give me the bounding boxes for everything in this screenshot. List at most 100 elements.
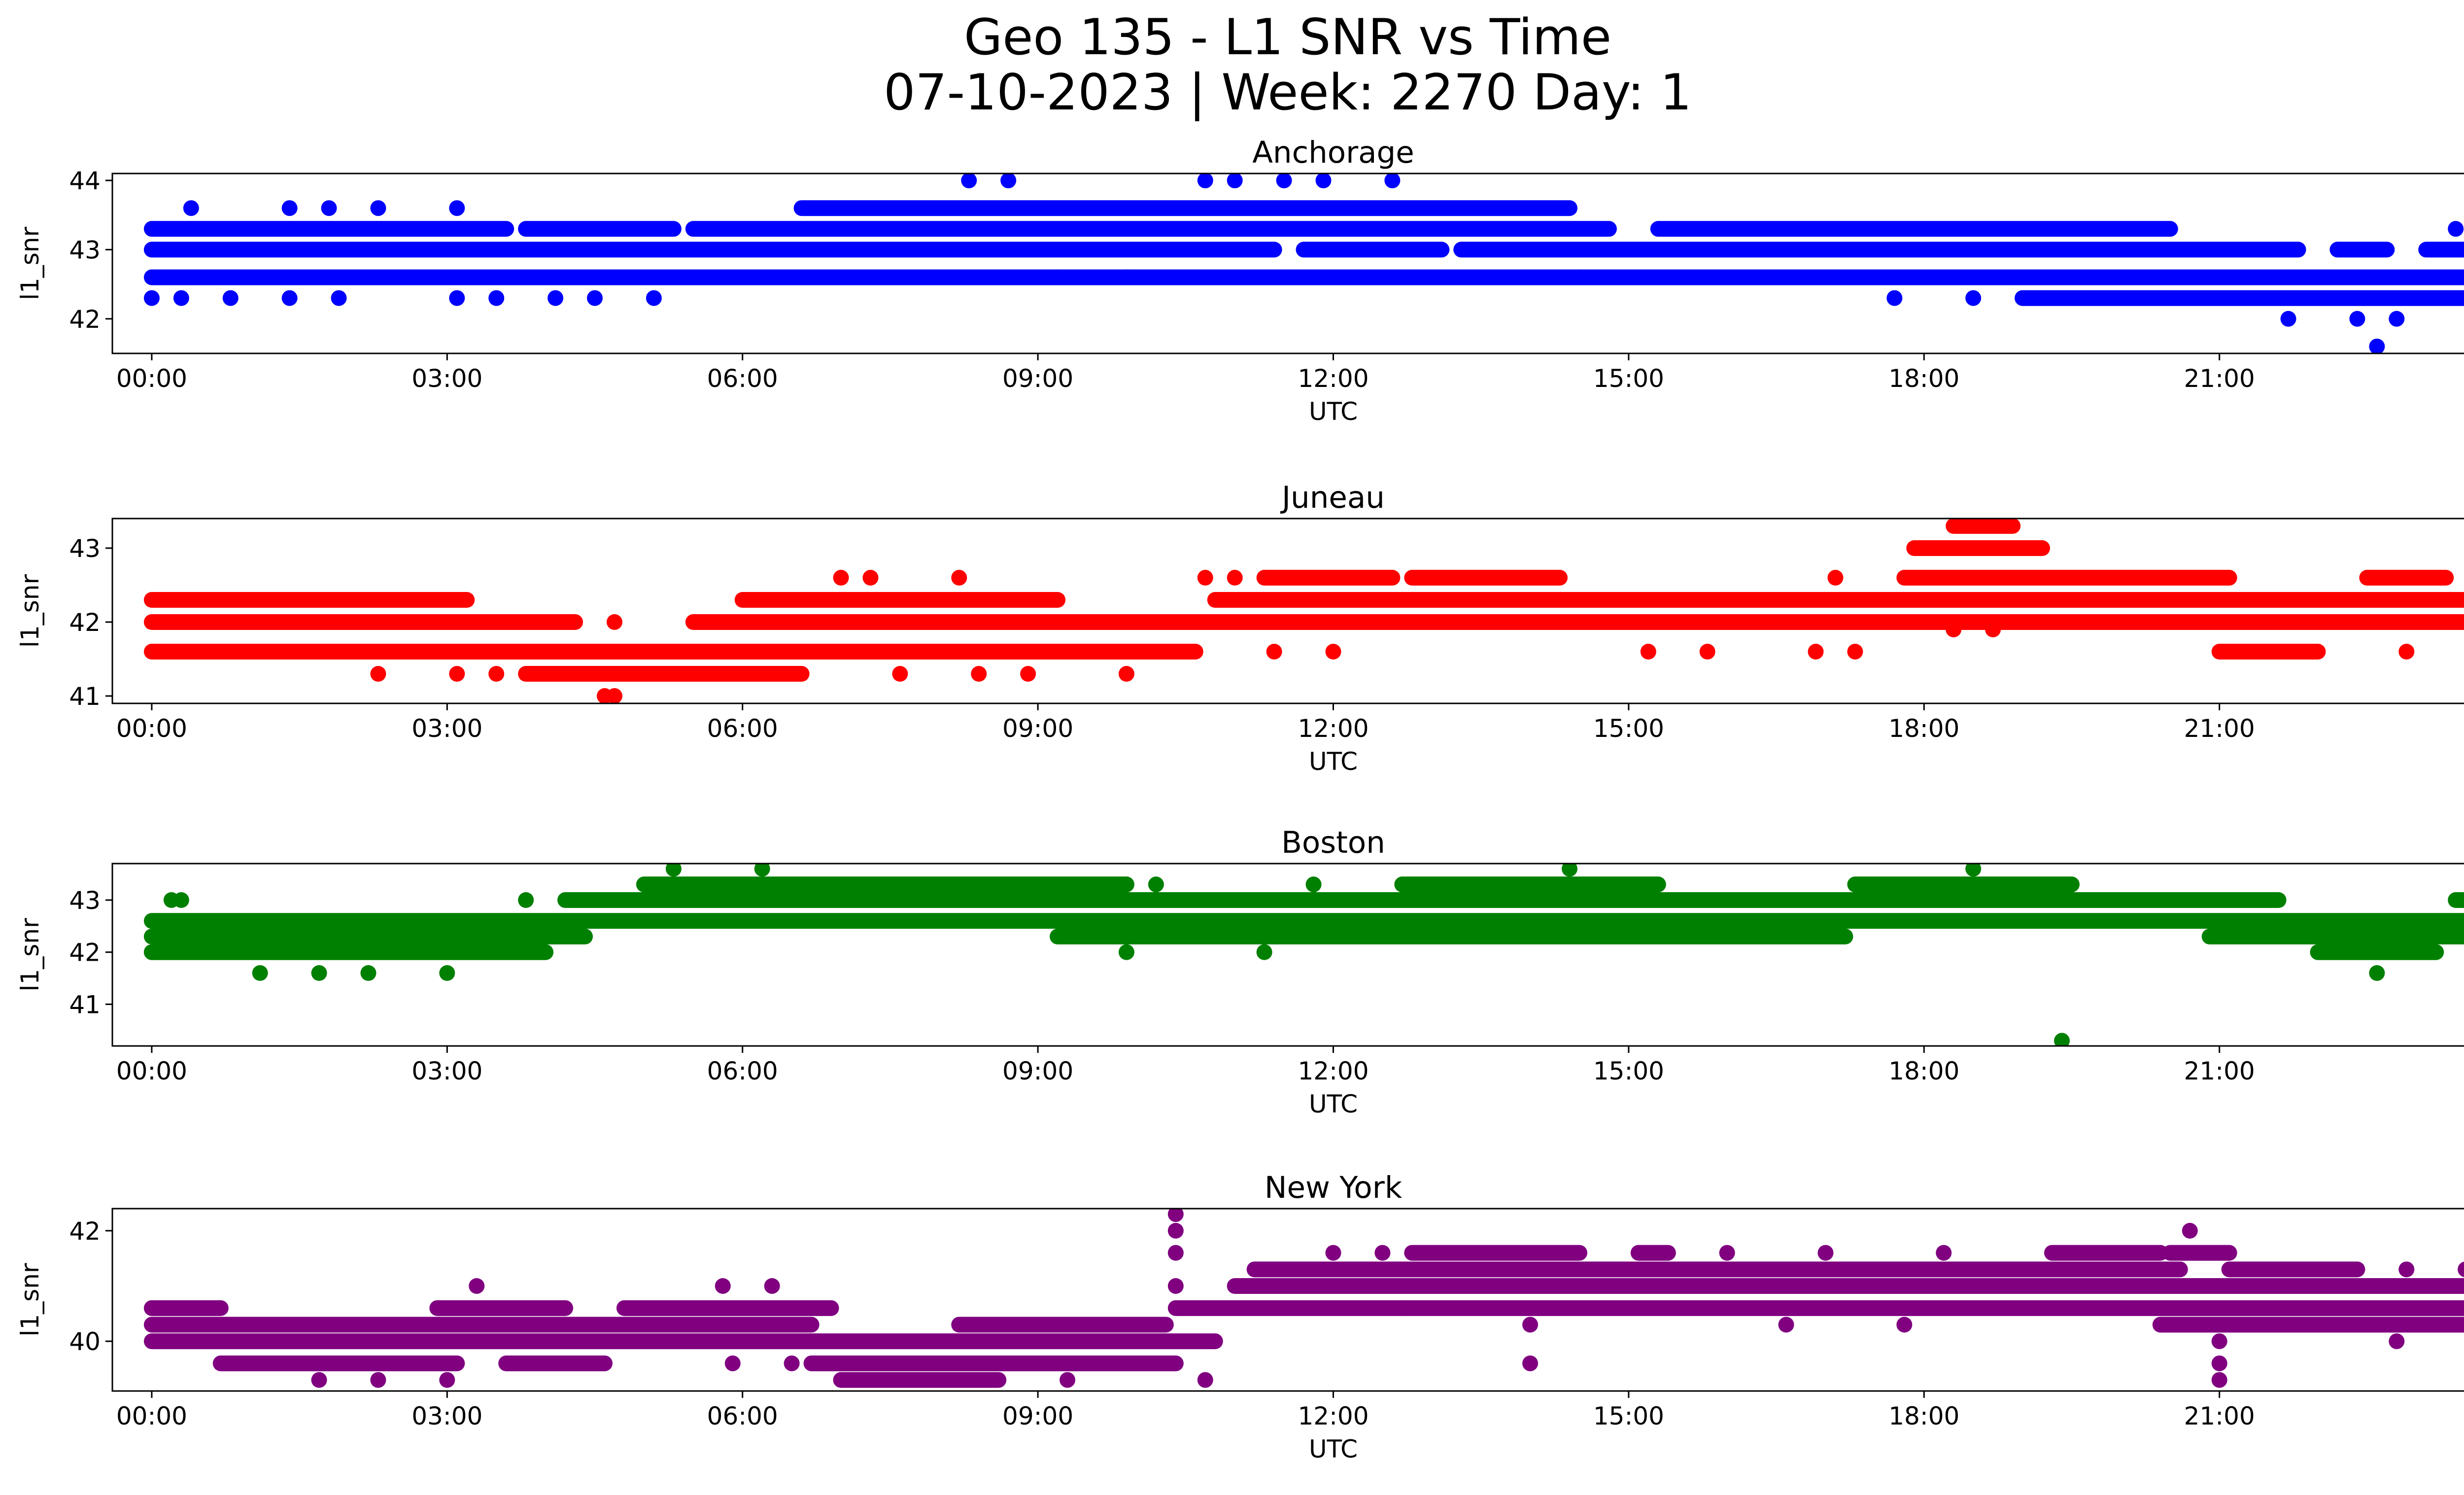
- data-point-9: [1522, 1317, 1539, 1333]
- figure-title-line2: 07-10-2023 | Week: 2270 Day: 1: [884, 63, 1692, 122]
- data-point-3: [281, 290, 298, 306]
- data-point-18: [764, 1278, 780, 1294]
- data-point-8: [665, 864, 682, 877]
- x-tick-label: 06:00: [707, 364, 778, 393]
- data-point-15: [2369, 965, 2385, 981]
- y-axis-label: l1_snr: [16, 918, 44, 991]
- data-point-8: [1197, 1372, 1213, 1388]
- series-markers: [143, 1209, 2464, 1388]
- data-point-10: [1886, 290, 1903, 306]
- data-point-17: [961, 174, 977, 189]
- data-point-6: [439, 965, 455, 981]
- data-point-16: [1325, 644, 1341, 660]
- figure-title-line1: Geo 135 - L1 SNR vs Time: [964, 8, 1611, 66]
- data-point-17: [715, 1278, 731, 1294]
- x-tick-label: 09:00: [1002, 714, 1073, 743]
- data-point-4: [1167, 1209, 1184, 1222]
- data-point-4: [311, 965, 327, 981]
- data-point-32: [2448, 221, 2464, 237]
- data-point-10: [1522, 1355, 1539, 1371]
- data-point-13: [281, 200, 298, 216]
- data-point-28: [784, 1355, 800, 1371]
- panel-new-york: New York 00:00 03:00 06:00 09:00 12:00 15:00 18…: [16, 1170, 2464, 1463]
- x-tick-label: 12:00: [1298, 714, 1369, 743]
- data-point-7: [548, 290, 564, 306]
- data-point-14: [1827, 570, 1844, 586]
- data-point-27: [724, 1355, 741, 1371]
- data-point-22: [2398, 644, 2415, 660]
- y-tick-label: 44: [69, 167, 101, 195]
- data-point-26: [1571, 269, 1587, 285]
- x-tick-label: 15:00: [1593, 1402, 1664, 1430]
- data-point-5: [360, 965, 376, 981]
- data-point-15: [370, 200, 386, 216]
- y-tick-label: 42: [69, 305, 101, 334]
- data-point-27: [2280, 311, 2296, 327]
- x-tick-label: 06:00: [707, 714, 778, 743]
- x-tick-label: 06:00: [707, 1402, 778, 1430]
- x-tick-label: 00:00: [116, 1402, 187, 1430]
- data-point-15: [2389, 1333, 2405, 1350]
- data-point-0: [143, 290, 160, 306]
- data-point-5: [1167, 1222, 1184, 1239]
- panel-juneau: Juneau 00:00 03:00 06:00 09:00 12:00 15:00 18:0…: [16, 480, 2464, 776]
- y-tick-label: 43: [69, 534, 101, 563]
- data-point-8: [606, 688, 622, 703]
- data-point-24: [1050, 269, 1066, 285]
- data-point-19: [1808, 644, 1824, 660]
- data-point-23: [606, 614, 622, 630]
- x-tick-label: 18:00: [1888, 1402, 1959, 1430]
- data-point-19: [1197, 174, 1213, 189]
- data-point-28: [2349, 311, 2365, 327]
- data-point-13: [1256, 944, 1272, 960]
- x-tick-label: 03:00: [411, 1402, 482, 1430]
- data-point-1: [370, 1372, 386, 1388]
- x-tick-label: 21:00: [2184, 364, 2255, 393]
- data-point-20: [1227, 174, 1243, 189]
- x-tick-label: 15:00: [1593, 364, 1664, 393]
- data-point-5: [449, 290, 465, 306]
- data-point-0: [370, 666, 386, 682]
- y-axis-label: l1_snr: [16, 1263, 44, 1336]
- data-point-9: [754, 864, 770, 877]
- data-point-15: [1266, 644, 1282, 660]
- data-point-5: [1020, 666, 1036, 682]
- x-tick-label: 00:00: [116, 1057, 187, 1085]
- data-point-10: [1562, 864, 1578, 877]
- data-point-29: [2389, 311, 2405, 327]
- y-axis-label: l1_snr: [16, 574, 44, 648]
- data-point-25: [1118, 269, 1134, 285]
- y-tick-label: 40: [69, 1327, 101, 1356]
- panel-title: Anchorage: [1252, 135, 1414, 170]
- data-point-11: [2182, 1222, 2198, 1239]
- data-point-16: [469, 1278, 485, 1294]
- x-tick-label: 00:00: [116, 714, 187, 743]
- y-tick-label: 42: [69, 1217, 101, 1246]
- panel-title: Boston: [1281, 825, 1385, 860]
- x-tick-label: 09:00: [1002, 1402, 1073, 1430]
- data-point-20: [1778, 1317, 1794, 1333]
- series-markers: [143, 864, 2464, 1046]
- data-point-13: [2211, 1355, 2227, 1371]
- data-point-26: [1936, 1245, 1952, 1261]
- data-point-18: [1148, 876, 1164, 893]
- data-point-6: [1118, 666, 1134, 682]
- panel-title: New York: [1265, 1170, 1403, 1205]
- y-tick-label: 43: [69, 236, 101, 264]
- data-point-22: [1315, 174, 1332, 189]
- data-point-9: [646, 290, 662, 306]
- data-point-25: [1817, 1245, 1834, 1261]
- data-point-2: [173, 892, 189, 908]
- panel-anchorage: Anchorage 00:00 03:00 06:00 09:00 12:00 15:00 1…: [16, 135, 2464, 426]
- y-tick-label: 41: [69, 990, 101, 1019]
- data-point-17: [1640, 644, 1656, 660]
- data-point-23: [1374, 1245, 1391, 1261]
- data-point-13: [1227, 570, 1243, 586]
- x-tick-label: 12:00: [1298, 1402, 1369, 1430]
- series-markers: [143, 174, 2464, 353]
- panel-boston: Boston 00:00 03:00 06:00 09:00 12:00 15:00 18:0…: [16, 825, 2464, 1118]
- data-point-29: [2398, 1261, 2415, 1278]
- data-point-6: [488, 290, 505, 306]
- data-point-2: [488, 666, 505, 682]
